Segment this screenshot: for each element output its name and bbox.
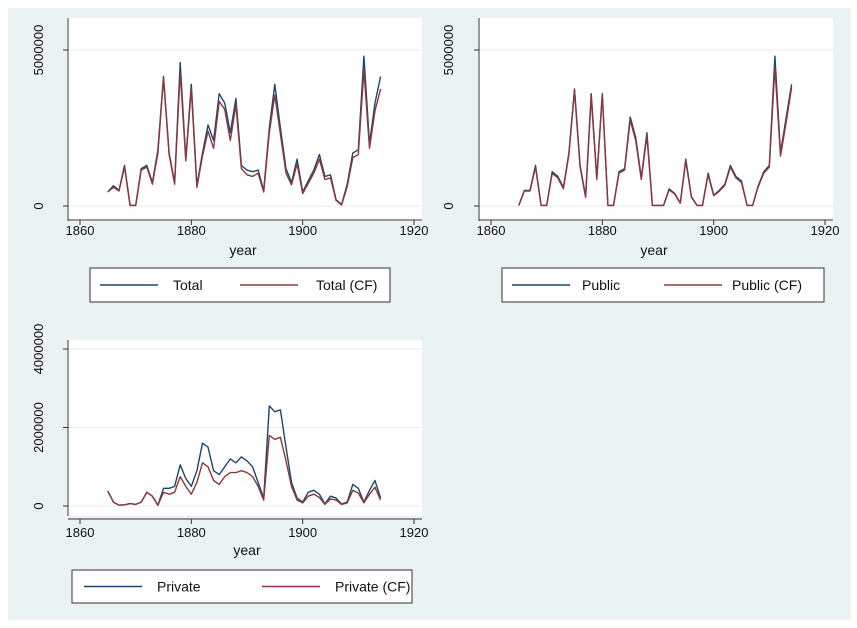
series-line-1 bbox=[107, 434, 382, 506]
x-tick-label: 1920 bbox=[811, 223, 840, 238]
x-axis-label: year bbox=[229, 242, 257, 258]
legend-label-public-cf: Public (CF) bbox=[732, 277, 802, 293]
plot-area bbox=[67, 18, 422, 221]
y-tick-label: 0 bbox=[441, 202, 456, 209]
x-axis-label: year bbox=[640, 242, 668, 258]
y-tick-label: 0 bbox=[31, 202, 46, 209]
plot-area bbox=[478, 18, 833, 221]
y-tick-label: 5000000 bbox=[441, 25, 456, 76]
x-tick-label: 1900 bbox=[288, 223, 317, 238]
grid-lines bbox=[67, 49, 422, 207]
x-tick-label: 1860 bbox=[66, 525, 95, 540]
x-tick-label: 1900 bbox=[288, 525, 317, 540]
series-line-1 bbox=[107, 69, 382, 207]
series-line-1 bbox=[518, 66, 793, 207]
x-tick-label: 1880 bbox=[177, 223, 206, 238]
x-tick-label: 1900 bbox=[699, 223, 728, 238]
series-lines bbox=[107, 55, 382, 207]
legend-label-private-cf: Private (CF) bbox=[335, 579, 410, 595]
axes: 1860 1880 1900 1920 0 5000000 bbox=[31, 18, 428, 238]
public-chart: 1860 1880 1900 1920 0 5000000 year Public Pub… bbox=[441, 18, 839, 303]
y-tick-label: 0 bbox=[31, 502, 46, 509]
axes: 1860 1880 1900 1920 0 5000000 bbox=[441, 18, 839, 238]
series-lines bbox=[518, 55, 793, 207]
legend: Public Public (CF) bbox=[501, 267, 825, 303]
private-chart: 1860 1880 1900 1920 0 2000000 4000000 year Pri… bbox=[31, 324, 428, 604]
x-tick-label: 1860 bbox=[477, 223, 506, 238]
legend-label-total-cf: Total (CF) bbox=[316, 277, 377, 293]
y-tick-label: 5000000 bbox=[31, 25, 46, 76]
total-chart: 1860 1880 1900 1920 0 5000000 year Total Tota… bbox=[31, 18, 428, 303]
legend-label-total: Total bbox=[173, 277, 203, 293]
x-tick-label: 1920 bbox=[400, 223, 429, 238]
legend: Private Private (CF) bbox=[71, 569, 413, 604]
x-tick-label: 1880 bbox=[177, 525, 206, 540]
y-tick-label: 4000000 bbox=[31, 324, 46, 375]
axes: 1860 1880 1900 1920 0 2000000 4000000 bbox=[31, 324, 428, 540]
grid-lines bbox=[67, 348, 422, 507]
x-tick-label: 1880 bbox=[588, 223, 617, 238]
y-tick-label: 2000000 bbox=[31, 402, 46, 453]
legend-label-public: Public bbox=[582, 277, 620, 293]
x-tick-label: 1920 bbox=[400, 525, 429, 540]
legend: Total Total (CF) bbox=[89, 267, 391, 303]
series-lines bbox=[107, 405, 382, 506]
x-tick-label: 1860 bbox=[66, 223, 95, 238]
legend-label-private: Private bbox=[157, 579, 201, 595]
x-axis-label: year bbox=[233, 542, 261, 558]
